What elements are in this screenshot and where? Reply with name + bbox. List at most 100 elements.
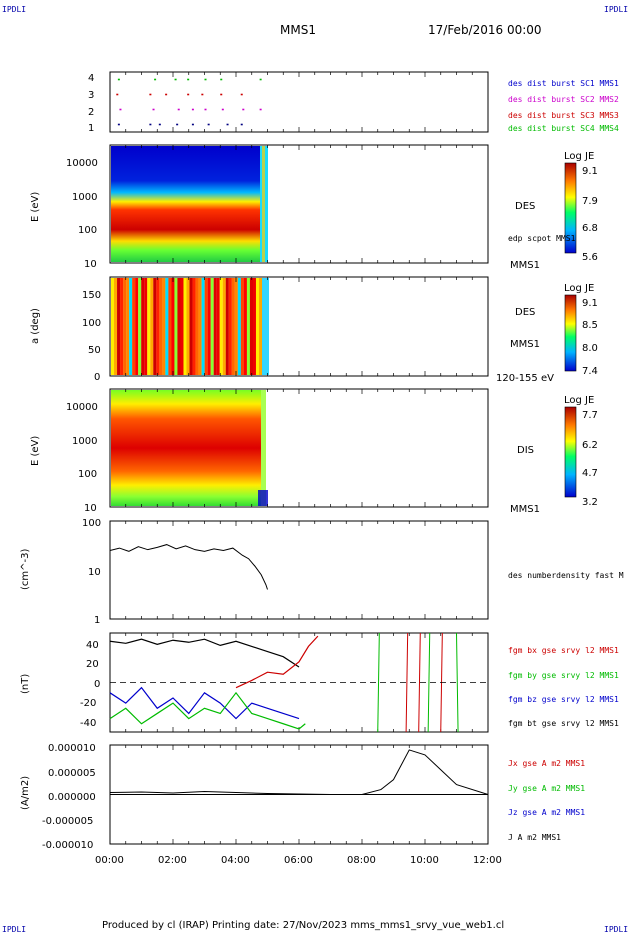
tick-label: 0.000000 — [48, 792, 96, 803]
burst-point — [191, 108, 194, 111]
tick-label: -0.000010 — [42, 840, 93, 851]
x-axis-ticks: 00:00 02:00 04:00 06:00 08:00 10:00 12:0… — [95, 855, 502, 866]
pitch-stripe — [201, 278, 205, 375]
legend-entry: Jy gse A m2 MMS1 — [508, 784, 585, 793]
x-tick-label: 12:00 — [473, 855, 502, 866]
colorbar-tick: 4.7 — [582, 468, 598, 479]
tick-label: 10 — [88, 567, 101, 578]
tick-label: 1000 — [72, 192, 97, 203]
fgm-line-0000cc — [109, 686, 300, 720]
pitch-stripe — [135, 278, 139, 375]
pitch-stripe — [174, 278, 178, 375]
fgm-spike — [377, 632, 380, 733]
fgm-y-ticks: -40 -20 0 20 40 — [80, 640, 100, 729]
colorbar-tick: 9.1 — [582, 298, 598, 309]
burst-point — [158, 123, 161, 126]
des-pitch-label-below: 120-155 eV — [496, 373, 554, 384]
pitch-stripe — [243, 278, 247, 375]
panel-density-frame — [109, 520, 489, 620]
pitch-stripe — [225, 278, 229, 375]
legend-entry: fgm by gse srvy l2 MMS1 — [508, 671, 619, 680]
footer-text: Produced by cl (IRAP) Printing date: 27/… — [102, 920, 504, 931]
pitch-stripe — [249, 278, 254, 375]
tick-label: 10 — [84, 259, 97, 270]
tick-label: 150 — [82, 290, 101, 301]
pitch-stripe — [207, 278, 211, 375]
burst-point — [201, 93, 204, 96]
legend-entry: Jx gse A m2 MMS1 — [508, 759, 585, 768]
pitch-stripe — [210, 278, 214, 375]
pitch-stripe — [246, 278, 250, 375]
tick-label: 100 — [78, 469, 97, 480]
pitch-stripe — [111, 278, 115, 375]
density-line — [109, 544, 268, 590]
burst-point — [240, 93, 243, 96]
des-pitch-label: DES — [515, 307, 535, 318]
fgm-spike — [405, 632, 409, 733]
pitch-stripe — [171, 278, 175, 375]
legend-entry: des dist burst SC2 MMS2 — [508, 95, 619, 104]
des-energy-y-ticks: 10 100 1000 10000 — [66, 158, 98, 270]
pitch-stripe — [183, 278, 187, 375]
burst-legend: des dist burst SC1 MMS1 des dist burst S… — [508, 79, 619, 133]
colorbar-tick: 3.2 — [582, 497, 598, 508]
current-legend: Jx gse A m2 MMS1 Jy gse A m2 MMS1 Jz gse… — [508, 759, 585, 842]
legend-entry: fgm bx gse srvy l2 MMS1 — [508, 646, 619, 655]
burst-point — [221, 108, 224, 111]
pitch-stripe — [204, 278, 208, 375]
pitch-stripe — [234, 278, 238, 375]
density-legend-entry: des numberdensity fast M — [508, 571, 624, 580]
x-tick-label: 10:00 — [410, 855, 439, 866]
colorbar-title: Log JE — [564, 395, 594, 406]
dis-energy-label-below: MMS1 — [510, 504, 540, 515]
colorbar-tick: 8.5 — [582, 320, 598, 331]
pitch-stripe — [240, 278, 244, 375]
burst-point — [119, 108, 122, 111]
pitch-stripe — [192, 278, 196, 375]
burst-y-ticks: 1 2 3 4 — [88, 73, 94, 134]
ylabel-current: (A/m2) — [20, 776, 31, 810]
colorbar-des-pitch: Log JE 9.1 8.5 8.0 7.4 — [564, 283, 598, 377]
ylabel-des-pitch: a (deg) — [30, 308, 41, 344]
pitch-stripe — [237, 278, 241, 375]
current-line — [109, 749, 489, 795]
des-pitch-y-ticks: 0 50 100 150 — [82, 290, 101, 383]
burst-point — [259, 108, 262, 111]
tick-label: -0.000005 — [42, 816, 93, 827]
x-tick-label: 02:00 — [158, 855, 187, 866]
tick-label: 10000 — [66, 402, 98, 413]
pitch-stripe — [120, 278, 124, 375]
burst-point — [152, 108, 155, 111]
spacecraft-title: MMS1 — [280, 23, 316, 37]
colorbar-tick: 5.6 — [582, 252, 598, 263]
tick-label: 0 — [94, 372, 100, 383]
date-title: 17/Feb/2016 00:00 — [428, 23, 542, 37]
colorbar-des-energy: Log JE 9.1 7.9 6.8 5.6 — [564, 151, 598, 263]
pitch-stripe — [216, 278, 220, 375]
burst-point — [240, 123, 243, 126]
fgm-spike — [427, 632, 431, 733]
des-energy-spectrogram — [111, 146, 268, 262]
des-pitch-spectrogram — [111, 278, 269, 375]
pitch-stripe — [255, 278, 260, 375]
ylabel-des-energy: E (eV) — [30, 192, 41, 222]
burst-point — [187, 78, 190, 81]
pitch-stripe — [168, 278, 172, 375]
tick-label: -40 — [80, 718, 96, 729]
dis-energy-y-ticks: 10 100 1000 10000 — [66, 402, 98, 514]
x-tick-label: 08:00 — [347, 855, 376, 866]
colorbar-tick: 7.4 — [582, 366, 598, 377]
burst-point — [204, 78, 207, 81]
tick-label: 0 — [94, 679, 100, 690]
pitch-stripe — [141, 278, 145, 375]
burst-point — [149, 123, 152, 126]
burst-point — [177, 108, 180, 111]
fgm-line-00bb00 — [109, 691, 306, 730]
burst-point — [154, 78, 157, 81]
fgm-legend: fgm bx gse srvy l2 MMS1 fgm by gse srvy … — [508, 646, 619, 728]
tick-label: 2 — [88, 107, 94, 118]
legend-entry: des dist burst SC4 MMS4 — [508, 124, 619, 133]
burst-point — [220, 93, 223, 96]
burst-point — [149, 93, 152, 96]
tick-label: 20 — [86, 659, 99, 670]
